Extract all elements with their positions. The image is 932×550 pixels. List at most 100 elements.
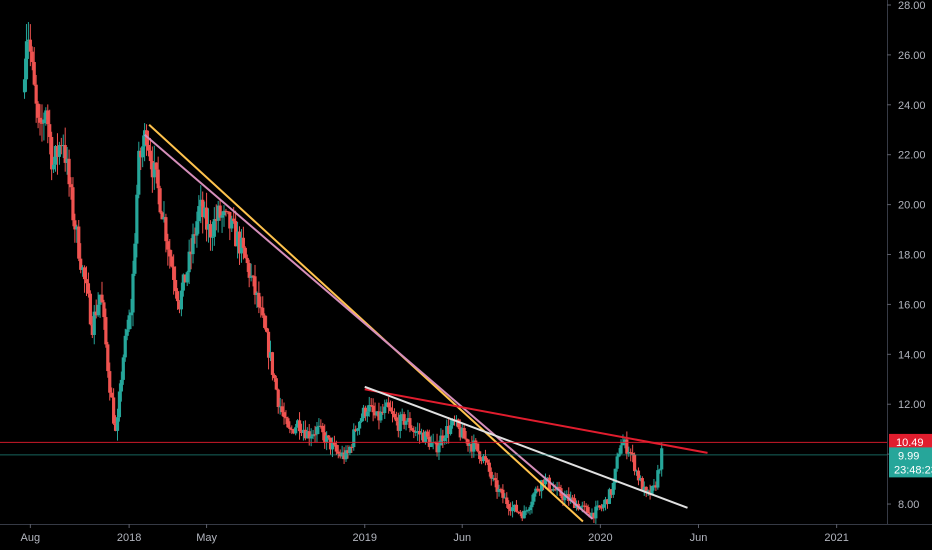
candle-body [36, 103, 40, 118]
candle-body [288, 427, 292, 430]
candle-body [510, 507, 515, 512]
candle-body [476, 443, 480, 452]
candle-body [282, 412, 286, 418]
candle-body [48, 124, 52, 138]
candle-body [228, 212, 232, 229]
candle-body [540, 480, 544, 492]
candle-body [632, 454, 637, 472]
candle-body [549, 489, 553, 491]
candle-body [158, 188, 162, 213]
candle-body [241, 237, 245, 248]
price-badge-resistance [889, 433, 932, 450]
candle-body [373, 412, 377, 416]
candle-body [377, 411, 381, 421]
candle-body [447, 426, 451, 434]
candle-body [86, 283, 91, 294]
candle-body [82, 267, 87, 280]
candle-body [170, 256, 174, 267]
price-tick-label: 24.00 [898, 100, 926, 112]
candle-body [100, 294, 104, 303]
candle-body [598, 505, 602, 508]
candle-body [328, 437, 333, 450]
time-tick-label: Jun [453, 532, 471, 544]
candle-body [534, 488, 538, 494]
candle-body [110, 392, 114, 398]
candle-body [214, 219, 218, 221]
time-axis[interactable]: Aug 2018 May 2019 Jun 2020 Jun 2021 [21, 524, 849, 544]
candle-body [173, 279, 178, 292]
candle-body [296, 420, 300, 428]
candle-body [640, 478, 644, 492]
candle-body [596, 505, 600, 507]
candle-body [648, 490, 652, 495]
candle-body [538, 490, 542, 492]
candle-body [646, 490, 650, 493]
time-tick-label: 2018 [117, 532, 141, 544]
trendline[interactable] [364, 385, 688, 509]
candle-body [439, 435, 443, 446]
candle-body [125, 329, 129, 336]
candle-body [63, 145, 67, 163]
candle-body [162, 217, 166, 220]
candle-body [359, 418, 364, 422]
candle-body [627, 452, 631, 454]
candle-body [286, 418, 290, 428]
candle-body [307, 431, 311, 439]
candle-body [301, 429, 306, 433]
candle-body [605, 499, 610, 504]
candle-body [143, 130, 147, 147]
candle-body [51, 164, 56, 170]
candle-body [321, 425, 325, 433]
candle-body [226, 211, 230, 213]
candle-body [491, 478, 495, 480]
candle-body [625, 439, 629, 454]
candle-body [278, 406, 282, 408]
candle-body [348, 446, 352, 454]
candle-body [315, 426, 319, 435]
candle-body [571, 497, 575, 499]
candle-body [487, 462, 491, 472]
candle-body [216, 205, 220, 221]
candle-body [30, 51, 34, 63]
candle-body [245, 257, 249, 264]
candle-body [429, 442, 433, 447]
candle-body [483, 456, 488, 460]
candle-body [247, 263, 251, 278]
candle-body [520, 513, 524, 519]
candle-body [317, 425, 321, 427]
candle-body [323, 432, 327, 443]
candle-body [77, 226, 81, 259]
candle-body [166, 241, 170, 250]
candle-body [443, 437, 447, 441]
candle-body [350, 446, 354, 448]
candle-body [388, 407, 393, 412]
candle-body [22, 79, 27, 93]
price-tick-label: 8.00 [898, 499, 919, 511]
candle-body [90, 324, 94, 335]
candle-body [98, 294, 102, 305]
candle-body [265, 327, 269, 332]
price-level-lines [0, 441, 887, 456]
candle-body [50, 137, 54, 170]
candle-body [290, 429, 294, 431]
candle-body [119, 379, 123, 392]
candle-body [67, 158, 71, 185]
time-tick-label: Aug [21, 532, 41, 544]
candle-body [319, 425, 323, 427]
candle-body [330, 443, 335, 450]
candle-body [131, 273, 135, 313]
candle-body [441, 435, 445, 441]
candle-body [117, 391, 122, 418]
candle-body [450, 419, 455, 426]
candle-body [135, 194, 139, 244]
candle-body [419, 432, 424, 435]
candle-body [365, 411, 369, 417]
candle-body [255, 292, 259, 295]
candle-body [501, 489, 505, 498]
candle-body [42, 119, 46, 124]
candle-body [580, 505, 584, 507]
candle-body [522, 510, 526, 519]
candle-body [493, 478, 497, 481]
